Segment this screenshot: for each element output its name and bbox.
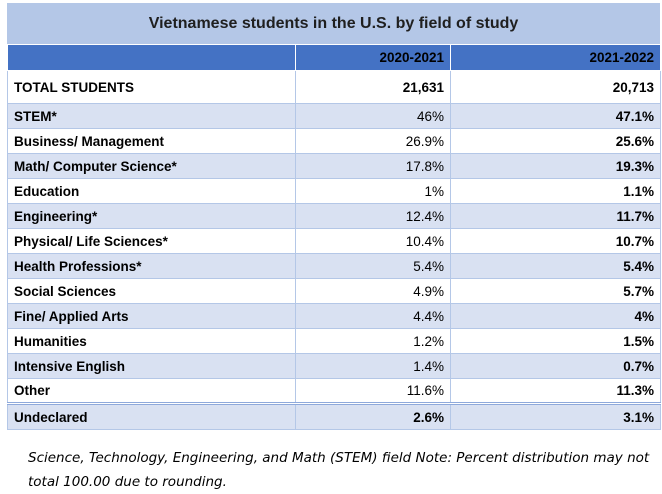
table-row: Fine/ Applied Arts 4.4% 4% <box>7 303 661 329</box>
value-2021-2022: 19.3% <box>450 153 661 179</box>
value-2021-2022: 11.7% <box>450 203 661 229</box>
table-row: Math/ Computer Science* 17.8% 19.3% <box>7 153 661 179</box>
value-2020-2021: 4.4% <box>295 303 451 329</box>
table-row: Engineering* 12.4% 11.7% <box>7 203 661 229</box>
table-container: Vietnamese students in the U.S. by field… <box>7 3 661 430</box>
row-label: Health Professions* <box>7 253 296 279</box>
value-2021-2022: 1.1% <box>450 178 661 204</box>
value-2021-2022: 0.7% <box>450 353 661 379</box>
row-label: Fine/ Applied Arts <box>7 303 296 329</box>
value-2020-2021: 1.2% <box>295 328 451 354</box>
value-2021-2022: 1.5% <box>450 328 661 354</box>
row-label: Undeclared <box>7 402 296 430</box>
row-label: STEM* <box>7 103 296 129</box>
row-label: Business/ Management <box>7 128 296 154</box>
value-2020-2021: 2.6% <box>295 402 451 430</box>
row-label: Intensive English <box>7 353 296 379</box>
table-row: Education 1% 1.1% <box>7 178 661 204</box>
table-title: Vietnamese students in the U.S. by field… <box>7 3 660 44</box>
value-2021-2022: 47.1% <box>450 103 661 129</box>
value-2020-2021: 10.4% <box>295 228 451 254</box>
field-of-study-table: 2020-2021 2021-2022 TOTAL STUDENTS 21,63… <box>7 44 661 430</box>
value-2020-2021: 26.9% <box>295 128 451 154</box>
header-row: 2020-2021 2021-2022 <box>7 44 661 71</box>
table-row: Physical/ Life Sciences* 10.4% 10.7% <box>7 228 661 254</box>
row-label: Humanities <box>7 328 296 354</box>
value-2020-2021: 21,631 <box>295 70 451 104</box>
table-row: STEM* 46% 47.1% <box>7 103 661 129</box>
value-2021-2022: 4% <box>450 303 661 329</box>
table-row: Humanities 1.2% 1.5% <box>7 328 661 354</box>
value-2021-2022: 25.6% <box>450 128 661 154</box>
value-2020-2021: 5.4% <box>295 253 451 279</box>
table-row: Other 11.6% 11.3% <box>7 378 661 404</box>
column-header-field <box>7 44 296 71</box>
value-2020-2021: 46% <box>295 103 451 129</box>
value-2020-2021: 12.4% <box>295 203 451 229</box>
column-header-2020-2021: 2020-2021 <box>295 44 451 71</box>
table-row-undeclared: Undeclared 2.6% 3.1% <box>7 402 661 430</box>
value-2021-2022: 11.3% <box>450 378 661 404</box>
value-2020-2021: 4.9% <box>295 278 451 304</box>
row-label: Other <box>7 378 296 404</box>
row-label: TOTAL STUDENTS <box>7 70 296 104</box>
row-label: Engineering* <box>7 203 296 229</box>
row-label: Math/ Computer Science* <box>7 153 296 179</box>
value-2021-2022: 5.4% <box>450 253 661 279</box>
row-label: Social Sciences <box>7 278 296 304</box>
table-row: Business/ Management 26.9% 25.6% <box>7 128 661 154</box>
table-footnote: Science, Technology, Engineering, and Ma… <box>28 450 650 490</box>
value-2020-2021: 1.4% <box>295 353 451 379</box>
row-label: Physical/ Life Sciences* <box>7 228 296 254</box>
column-header-2021-2022: 2021-2022 <box>450 44 661 71</box>
value-2021-2022: 3.1% <box>450 402 661 430</box>
value-2020-2021: 1% <box>295 178 451 204</box>
value-2021-2022: 5.7% <box>450 278 661 304</box>
value-2020-2021: 17.8% <box>295 153 451 179</box>
value-2021-2022: 10.7% <box>450 228 661 254</box>
table-row: Health Professions* 5.4% 5.4% <box>7 253 661 279</box>
table-row: Social Sciences 4.9% 5.7% <box>7 278 661 304</box>
total-row: TOTAL STUDENTS 21,631 20,713 <box>7 70 661 104</box>
row-label: Education <box>7 178 296 204</box>
table-row: Intensive English 1.4% 0.7% <box>7 353 661 379</box>
value-2020-2021: 11.6% <box>295 378 451 404</box>
value-2021-2022: 20,713 <box>450 70 661 104</box>
